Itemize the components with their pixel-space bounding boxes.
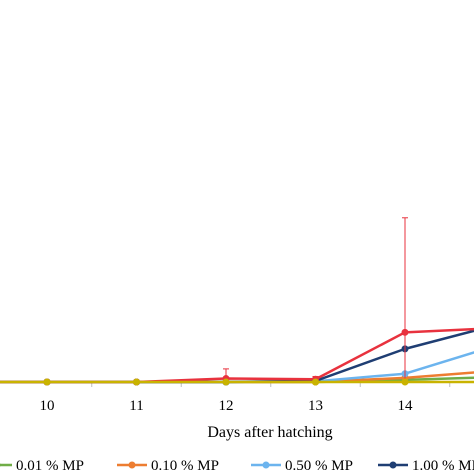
x-tick-label: 12 xyxy=(219,398,234,414)
x-tick-labels: 10 11 12 13 14 xyxy=(40,398,414,414)
data-point xyxy=(133,378,140,386)
x-axis-title: Days after hatching xyxy=(207,424,332,441)
legend-swatch-marker xyxy=(128,461,136,469)
x-tick-label: 11 xyxy=(129,398,143,414)
legend-swatch-marker xyxy=(0,463,1,467)
x-tick-label: 14 xyxy=(398,398,414,414)
data-point xyxy=(401,328,409,336)
legend-swatch-marker xyxy=(262,461,270,469)
legend-label: 0.01 % MP xyxy=(16,458,84,474)
series-lines xyxy=(0,217,474,386)
legend-swatch-marker xyxy=(389,461,397,469)
data-point xyxy=(312,378,319,386)
x-tick-label: 13 xyxy=(308,398,323,414)
legend-label: 0.10 % MP xyxy=(151,458,219,474)
legend: 0.01 % MP 0.10 % MP 0.50 % MP 1.00 % MP xyxy=(0,458,474,474)
legend-label: 1.00 % MP xyxy=(412,458,474,474)
x-tick-label: 10 xyxy=(40,398,55,414)
data-point xyxy=(222,378,230,386)
data-point xyxy=(401,378,409,386)
data-point xyxy=(43,378,51,386)
legend-label: 0.50 % MP xyxy=(285,458,353,474)
